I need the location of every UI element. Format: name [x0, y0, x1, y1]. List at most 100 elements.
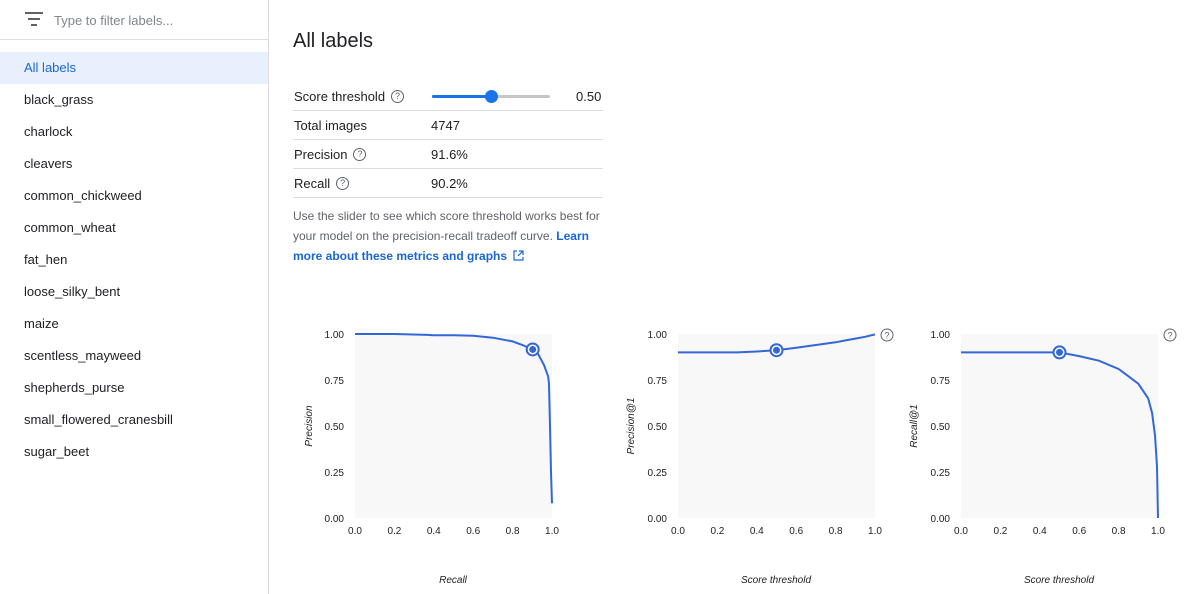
- help-icon[interactable]: ?: [391, 90, 405, 103]
- score-threshold-slider[interactable]: [432, 90, 550, 103]
- slider-fill: [432, 95, 491, 98]
- threshold-marker-dot: [773, 346, 780, 354]
- x-axis-label: Score threshold: [741, 575, 811, 586]
- x-tick-label: 0.8: [1112, 526, 1126, 537]
- y-tick-label: 0.00: [931, 514, 951, 525]
- x-axis-label: Recall: [439, 575, 468, 586]
- y-tick-label: 1.00: [931, 330, 951, 341]
- y-tick-label: 1.00: [325, 330, 345, 341]
- y-tick-label: 1.00: [648, 330, 668, 341]
- filter-icon[interactable]: [25, 12, 43, 26]
- label-item[interactable]: scentless_mayweed: [24, 348, 142, 363]
- label-filter-input[interactable]: [54, 10, 254, 30]
- threshold-marker-dot: [1056, 348, 1063, 356]
- total-images-value: 4747: [431, 118, 460, 133]
- y-tick-label: 0.00: [648, 514, 668, 525]
- x-tick-label: 0.8: [506, 526, 520, 537]
- page-title: All labels: [293, 30, 374, 52]
- y-axis-label: Precision@1: [626, 398, 637, 455]
- main-panel: All labels Score threshold ? 0.50 Total …: [293, 0, 1173, 594]
- label-item[interactable]: fat_hen: [24, 252, 68, 267]
- precision-row: Precision ? 91.6%: [293, 140, 603, 169]
- x-tick-label: 0.0: [671, 526, 685, 537]
- label-item[interactable]: small_flowered_cranesbill: [24, 412, 173, 427]
- x-axis-label: Score threshold: [1024, 575, 1094, 586]
- x-tick-label: 0.4: [1033, 526, 1047, 537]
- label-item[interactable]: cleavers: [24, 156, 73, 171]
- y-axis-label: Precision: [304, 405, 315, 447]
- plot-area: [678, 334, 875, 518]
- series-line: [961, 351, 1159, 519]
- x-tick-label: 0.2: [710, 526, 724, 537]
- y-tick-label: 0.50: [931, 422, 951, 433]
- x-tick-label: 1.0: [545, 526, 559, 537]
- svg-text:?: ?: [1167, 331, 1172, 341]
- x-tick-label: 0.0: [954, 526, 968, 537]
- precision-label: Precision: [294, 147, 348, 162]
- y-tick-label: 0.25: [648, 468, 668, 479]
- y-tick-label: 0.25: [325, 468, 345, 479]
- filter-bar: [0, 0, 268, 40]
- help-icon[interactable]: ?: [880, 328, 894, 342]
- x-tick-label: 0.2: [993, 526, 1007, 537]
- slider-thumb[interactable]: [484, 90, 498, 103]
- x-tick-label: 1.0: [1151, 526, 1165, 537]
- plot-area: [961, 334, 1158, 518]
- label-item[interactable]: charlock: [24, 124, 73, 139]
- y-tick-label: 0.75: [931, 376, 951, 387]
- score-threshold-row: Score threshold ? 0.50: [293, 82, 603, 111]
- x-tick-label: 0.6: [789, 526, 803, 537]
- label-item[interactable]: sugar_beet: [24, 444, 90, 459]
- recall-label: Recall: [294, 176, 331, 191]
- total-images-label: Total images: [294, 118, 367, 133]
- svg-text:?: ?: [884, 331, 889, 341]
- label-item[interactable]: common_wheat: [24, 220, 116, 235]
- x-tick-label: 0.2: [387, 526, 401, 537]
- x-tick-label: 1.0: [868, 526, 882, 537]
- y-tick-label: 0.75: [325, 376, 345, 387]
- threshold-marker-dot: [529, 345, 537, 353]
- label-item[interactable]: common_chickweed: [24, 188, 142, 203]
- recall-row: Recall ? 90.2%: [293, 169, 603, 198]
- help-icon[interactable]: ?: [353, 148, 367, 161]
- help-text: Use the slider to see which score thresh…: [293, 206, 613, 266]
- learn-more-link[interactable]: Learn more about these metrics and graph…: [293, 229, 589, 263]
- chart-2: 0.00 0.25 0.50 0.75 1.00 0.0 0.2 0.4 0.6 0.8 1.0 Sc…: [626, 328, 894, 586]
- series-line: [355, 333, 553, 504]
- x-tick-label: 0.8: [829, 526, 843, 537]
- y-axis-label: Recall@1: [909, 404, 920, 448]
- help-description: Use the slider to see which score thresh…: [293, 209, 600, 243]
- chart-3: 0.00 0.25 0.50 0.75 1.00 0.0 0.2 0.4 0.6 0.8 1.0 Sc…: [909, 328, 1177, 586]
- x-tick-label: 0.6: [1072, 526, 1086, 537]
- label-item[interactable]: maize: [24, 316, 59, 331]
- external-link-icon: [513, 250, 524, 261]
- total-images-row: Total images 4747: [293, 111, 603, 140]
- label-item[interactable]: shepherds_purse: [24, 380, 125, 395]
- x-tick-label: 0.6: [466, 526, 480, 537]
- precision-value: 91.6%: [431, 147, 468, 162]
- x-tick-label: 0.4: [750, 526, 764, 537]
- y-tick-label: 0.50: [648, 422, 668, 433]
- label-sidebar: All labels black_grass charlock cleavers com…: [0, 0, 269, 594]
- label-item[interactable]: black_grass: [24, 92, 94, 107]
- y-tick-label: 0.75: [648, 376, 668, 387]
- metrics-table: Score threshold ? 0.50 Total images 4747…: [293, 82, 603, 198]
- learn-more-text: Learn more about these metrics and graph…: [293, 229, 589, 263]
- x-tick-label: 0.0: [348, 526, 362, 537]
- help-icon[interactable]: ?: [1163, 328, 1177, 342]
- plot-area: [355, 334, 552, 518]
- label-list: All labels black_grass charlock cleavers com…: [0, 52, 268, 468]
- help-icon[interactable]: ?: [336, 177, 350, 190]
- y-tick-label: 0.25: [931, 468, 951, 479]
- score-threshold-label: Score threshold: [294, 89, 386, 104]
- label-item[interactable]: loose_silky_bent: [24, 284, 121, 299]
- recall-value: 90.2%: [431, 176, 468, 191]
- y-tick-label: 0.00: [325, 514, 345, 525]
- score-threshold-value: 0.50: [576, 89, 602, 104]
- y-tick-label: 0.50: [325, 422, 345, 433]
- label-item[interactable]: All labels: [0, 52, 268, 84]
- series-line: [678, 333, 876, 354]
- x-tick-label: 0.4: [427, 526, 441, 537]
- chart-1: 0.00 0.25 0.50 0.75 1.00 0.0 0.2 0.4 0.6 0.8 1.0 Re…: [304, 330, 559, 586]
